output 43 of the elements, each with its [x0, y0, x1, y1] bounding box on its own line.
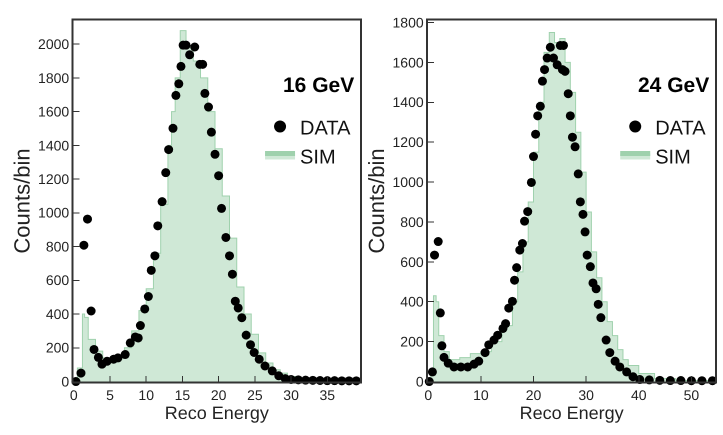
- x-tick-label: 30: [578, 387, 594, 404]
- y-tick-label: 600: [400, 254, 424, 270]
- y-tick-label: 1000: [38, 204, 70, 221]
- legend-label: DATA: [655, 117, 706, 140]
- y-tick-label: 600: [46, 272, 70, 288]
- annotation: 16 GeV: [283, 74, 354, 97]
- x-tick-label: 20: [526, 387, 542, 404]
- y-tick-label: 400: [400, 294, 424, 310]
- y-tick-label: 1800: [392, 14, 424, 30]
- y-tick-label: 1600: [392, 54, 424, 70]
- y-tick-label: 1200: [38, 170, 70, 187]
- y-tick-label: 1400: [392, 94, 424, 110]
- x-tick-label: 40: [630, 387, 647, 404]
- y-axis-title: Counts/bin: [364, 148, 389, 254]
- legend-label: DATA: [300, 117, 352, 140]
- x-tick-label: 30: [283, 387, 300, 404]
- y-tick-label: 1600: [38, 104, 70, 120]
- x-tick-label: 5: [106, 387, 114, 404]
- y-tick-label: 400: [46, 306, 70, 322]
- y-tick-label: 1400: [38, 137, 70, 154]
- x-tick-label: 20: [210, 387, 227, 404]
- x-axis-title: Reco Energy: [164, 403, 269, 424]
- x-axis-title: Reco Energy: [520, 403, 624, 424]
- legend-label: SIM: [655, 146, 691, 168]
- y-tick-label: 800: [400, 214, 424, 230]
- x-tick-label: 10: [138, 387, 154, 404]
- x-tick-label: 35: [320, 387, 336, 404]
- x-tick-label: 15: [174, 387, 190, 404]
- legend-label: SIM: [300, 146, 336, 168]
- y-tick-label: 800: [46, 238, 70, 254]
- x-tick-label: 10: [473, 387, 489, 404]
- x-tick-label: 50: [684, 387, 700, 404]
- y-tick-label: 2000: [38, 36, 70, 52]
- y-tick-label: 1800: [38, 70, 70, 86]
- annotation: 24 GeV: [638, 74, 710, 97]
- y-tick-label: 1200: [392, 134, 424, 150]
- y-tick-label: 0: [61, 373, 70, 390]
- x-tick-label: 25: [247, 387, 263, 404]
- y-axis-title: Counts/bin: [9, 148, 34, 254]
- y-tick-label: 0: [416, 373, 424, 390]
- y-tick-label: 200: [46, 340, 70, 356]
- y-tick-label: 1000: [392, 174, 424, 190]
- y-tick-label: 200: [400, 334, 424, 350]
